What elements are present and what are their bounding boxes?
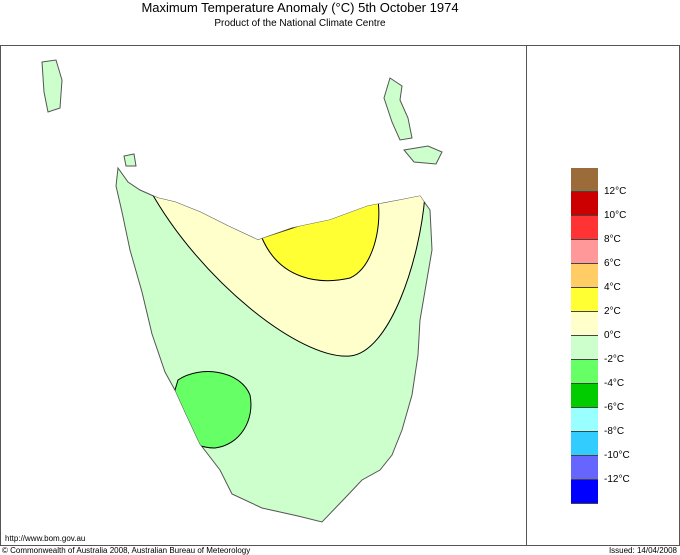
- legend-swatch: [571, 432, 598, 456]
- map-subtitle: Product of the National Climate Centre: [214, 18, 386, 29]
- legend-swatch: [571, 384, 598, 408]
- hunter-island: [123, 153, 137, 167]
- legend-label: 8°C: [604, 234, 621, 245]
- legend-swatch: [571, 168, 598, 192]
- legend-label: 6°C: [604, 258, 621, 269]
- legend-swatch: [571, 192, 598, 216]
- bom-url[interactable]: http://www.bom.gov.au: [5, 534, 86, 543]
- legend-label: -2°C: [604, 354, 625, 365]
- legend-swatch: [571, 264, 598, 288]
- legend-label: -4°C: [604, 378, 625, 389]
- king-island: [41, 59, 63, 113]
- legend-label: -6°C: [604, 402, 625, 413]
- legend-label: 4°C: [604, 282, 621, 293]
- contour-2-4: [261, 199, 380, 282]
- legend-label: -12°C: [604, 474, 630, 485]
- legend-swatch: [571, 312, 598, 336]
- legend-label: 10°C: [604, 210, 627, 221]
- legend-swatch: [571, 240, 598, 264]
- legend-label: 12°C: [604, 186, 627, 197]
- legend-divider: [526, 45, 527, 545]
- legend-swatch: [571, 360, 598, 384]
- flinders-island: [383, 77, 413, 141]
- copyright: © Commonwealth of Australia 2008, Austra…: [2, 546, 251, 555]
- legend-swatch: [571, 480, 598, 504]
- legend-swatch: [571, 456, 598, 480]
- legend-label: 0°C: [604, 330, 621, 341]
- legend-label: -8°C: [604, 426, 625, 437]
- issued-date: Issued: 14/04/2008: [608, 546, 677, 555]
- legend-swatch: [571, 216, 598, 240]
- cape-barren-island: [403, 145, 443, 165]
- map-title: Maximum Temperature Anomaly (°C) 5th Oct…: [141, 0, 459, 15]
- legend-swatch: [571, 408, 598, 432]
- tasmania-map: [41, 59, 443, 523]
- legend-label: 2°C: [604, 306, 621, 317]
- legend-swatch: [571, 288, 598, 312]
- legend-label: -10°C: [604, 450, 630, 461]
- legend-swatch: [571, 336, 598, 360]
